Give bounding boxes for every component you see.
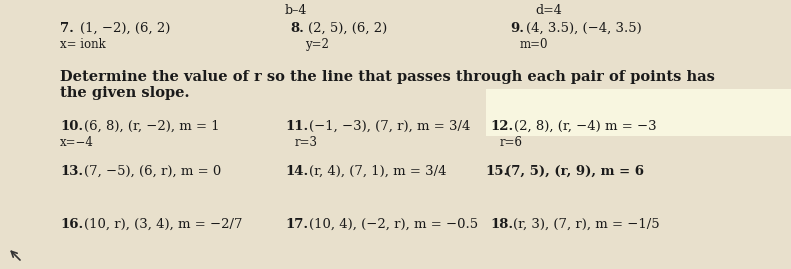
Text: 11.: 11. [285, 120, 308, 133]
Text: (−1, −3), (7, r), m = 3/4: (−1, −3), (7, r), m = 3/4 [309, 120, 471, 133]
Text: 7.: 7. [60, 22, 74, 35]
Text: r=3: r=3 [295, 136, 318, 149]
Text: (7, 5), (r, 9), m = 6: (7, 5), (r, 9), m = 6 [505, 165, 644, 178]
Text: 10.: 10. [60, 120, 83, 133]
Text: 9.: 9. [510, 22, 524, 35]
Text: 17.: 17. [285, 218, 308, 231]
Text: (7, −5), (6, r), m = 0: (7, −5), (6, r), m = 0 [84, 165, 221, 178]
Text: (10, 4), (−2, r), m = −0.5: (10, 4), (−2, r), m = −0.5 [309, 218, 478, 231]
Text: (2, 8), (r, −4) m = −3: (2, 8), (r, −4) m = −3 [514, 120, 657, 133]
Text: 14.: 14. [285, 165, 308, 178]
Text: (10, r), (3, 4), m = −2/7: (10, r), (3, 4), m = −2/7 [84, 218, 243, 231]
Text: 16.: 16. [60, 218, 83, 231]
Text: x=−4: x=−4 [60, 136, 94, 149]
Text: (r, 4), (7, 1), m = 3/4: (r, 4), (7, 1), m = 3/4 [309, 165, 446, 178]
Text: 18.: 18. [490, 218, 513, 231]
Text: 8.: 8. [290, 22, 304, 35]
Text: y=2: y=2 [305, 38, 329, 51]
Text: d=4: d=4 [535, 4, 562, 17]
Text: (r, 3), (7, r), m = −1/5: (r, 3), (7, r), m = −1/5 [513, 218, 660, 231]
Text: r=6: r=6 [500, 136, 523, 149]
Text: (6, 8), (r, −2), m = 1: (6, 8), (r, −2), m = 1 [84, 120, 220, 133]
Text: Determine the value of r so the line that passes through each pair of points has: Determine the value of r so the line tha… [60, 70, 715, 84]
Text: the given slope.: the given slope. [60, 86, 190, 100]
Text: (2, 5), (6, 2): (2, 5), (6, 2) [308, 22, 388, 35]
Text: m=0: m=0 [520, 38, 548, 51]
Text: 15.: 15. [485, 165, 509, 178]
FancyBboxPatch shape [486, 89, 791, 136]
Text: 13.: 13. [60, 165, 83, 178]
Text: (4, 3.5), (−4, 3.5): (4, 3.5), (−4, 3.5) [526, 22, 642, 35]
Text: 12.: 12. [490, 120, 513, 133]
Text: (1, −2), (6, 2): (1, −2), (6, 2) [80, 22, 170, 35]
Text: b–4: b–4 [285, 4, 308, 17]
Text: x= ionk: x= ionk [60, 38, 106, 51]
